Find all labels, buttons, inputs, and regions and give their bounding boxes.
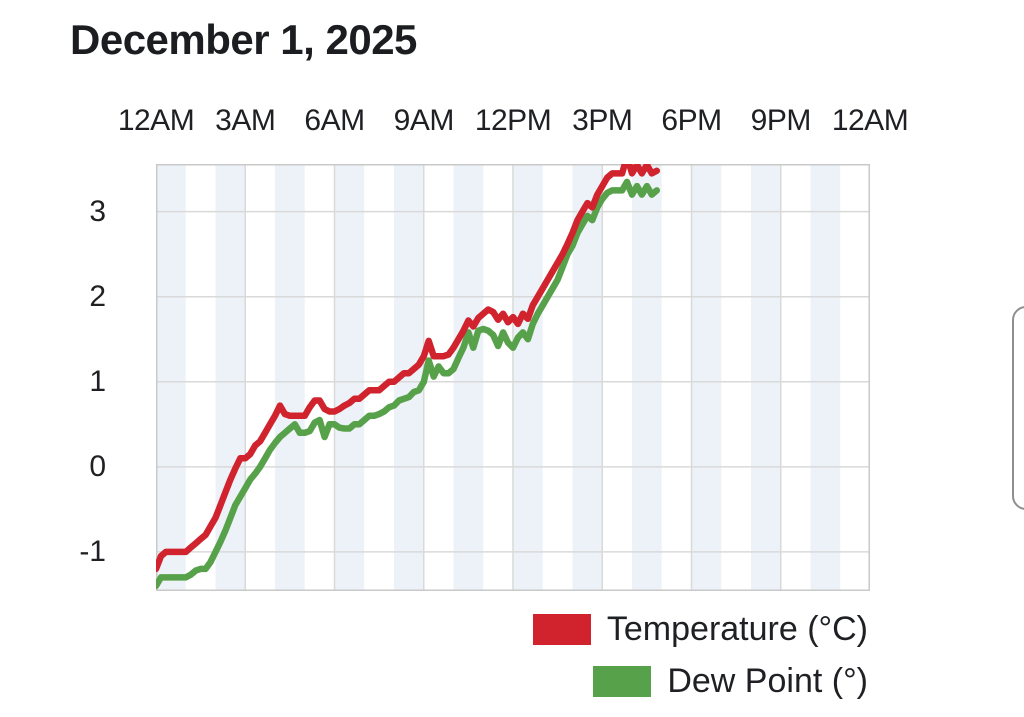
dew-point-series-swatch [593, 666, 652, 697]
x-tick-label: 6PM [661, 104, 722, 137]
chart-plot [156, 164, 870, 591]
hour-band [810, 164, 841, 591]
legend-item-dew-point: Dew Point (°) [593, 662, 868, 701]
y-tick-label: 3 [89, 194, 106, 228]
x-tick-label: 3AM [215, 104, 276, 137]
y-tick-label: 2 [89, 279, 106, 313]
hour-band [156, 164, 186, 591]
x-tick-label: 12AM [117, 104, 195, 137]
plot-border [156, 164, 870, 591]
chart-legend: Temperature (°C) Dew Point (°) [532, 610, 868, 701]
page-title: December 1, 2025 [70, 16, 417, 63]
dew-point-line [156, 178, 661, 590]
y-tick-label: 0 [89, 449, 106, 483]
x-tick-label: 12PM [474, 104, 552, 137]
dew-point-legend-label: Dew Point (°) [667, 662, 868, 700]
x-tick-label: 12AM [831, 104, 909, 137]
x-tick-label: 3PM [572, 104, 633, 137]
temperature-series-swatch [532, 614, 591, 645]
hour-band [751, 164, 781, 591]
hour-band [215, 164, 246, 591]
hour-band [632, 164, 662, 591]
hour-band [513, 164, 543, 591]
x-tick-label: 9AM [393, 104, 455, 137]
next-panel-edge[interactable] [1012, 306, 1024, 510]
temperature-line [156, 164, 661, 573]
hour-band [275, 164, 305, 591]
y-tick-label: 1 [89, 364, 106, 398]
x-tick-label: 6AM [304, 104, 365, 137]
hour-band [453, 164, 484, 591]
x-tick-label: 9PM [750, 104, 812, 137]
legend-item-temperature: Temperature (°C) [532, 610, 868, 649]
hour-band [334, 164, 365, 591]
hour-band [691, 164, 722, 591]
temperature-legend-label: Temperature (°C) [606, 610, 868, 648]
y-tick-label: -1 [79, 534, 106, 568]
